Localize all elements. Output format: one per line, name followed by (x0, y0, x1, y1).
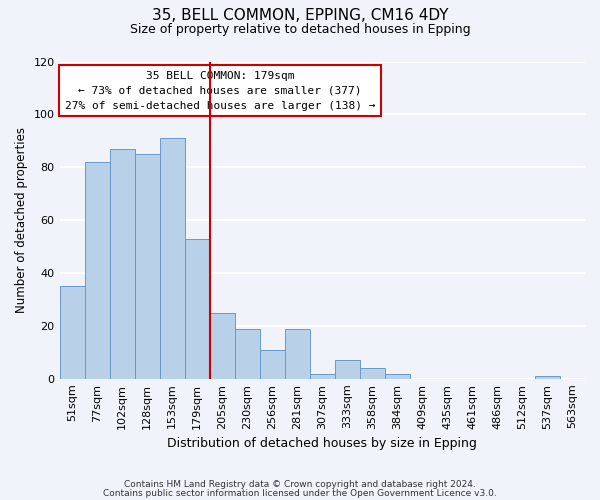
Text: Contains HM Land Registry data © Crown copyright and database right 2024.: Contains HM Land Registry data © Crown c… (124, 480, 476, 489)
X-axis label: Distribution of detached houses by size in Epping: Distribution of detached houses by size … (167, 437, 477, 450)
Text: 35, BELL COMMON, EPPING, CM16 4DY: 35, BELL COMMON, EPPING, CM16 4DY (152, 8, 448, 22)
Bar (85, 162, 110, 379)
Text: Contains public sector information licensed under the Open Government Licence v3: Contains public sector information licen… (103, 489, 497, 498)
Bar (385, 374, 410, 379)
Bar (310, 374, 335, 379)
Bar (160, 138, 185, 379)
Text: 35 BELL COMMON: 179sqm
← 73% of detached houses are smaller (377)
27% of semi-de: 35 BELL COMMON: 179sqm ← 73% of detached… (65, 71, 375, 110)
Bar (360, 368, 385, 379)
Bar (260, 350, 285, 379)
Bar (110, 149, 134, 379)
Bar (535, 376, 560, 379)
Bar (285, 328, 310, 379)
Bar (59, 286, 85, 379)
Y-axis label: Number of detached properties: Number of detached properties (15, 127, 28, 313)
Bar (134, 154, 160, 379)
Bar (185, 238, 209, 379)
Bar (235, 328, 260, 379)
Bar (209, 312, 235, 379)
Bar (335, 360, 360, 379)
Text: Size of property relative to detached houses in Epping: Size of property relative to detached ho… (130, 22, 470, 36)
